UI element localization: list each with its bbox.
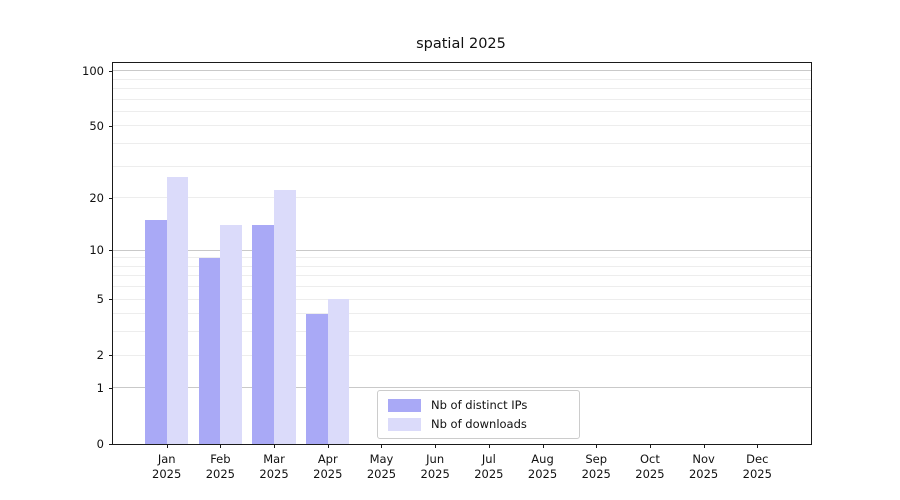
year-label: 2025 xyxy=(420,467,450,481)
x-axis-tick-label: Jun 2025 xyxy=(421,452,450,482)
x-axis-tick-label: Sep 2025 xyxy=(582,452,611,482)
year-label: 2025 xyxy=(313,467,343,481)
bar-downloads-apr xyxy=(327,299,350,444)
bar-downloads-feb xyxy=(220,224,243,444)
y-minor-gridline xyxy=(113,197,811,198)
legend-entry: Nb of distinct IPs xyxy=(388,398,569,412)
y-major-gridline xyxy=(113,250,811,251)
y-minor-gridline xyxy=(113,79,811,80)
bar-distinct-ips-feb xyxy=(198,257,221,444)
month-label: Feb xyxy=(210,452,231,466)
year-label: 2025 xyxy=(205,467,236,481)
year-label: 2025 xyxy=(152,467,182,481)
x-axis-tick-label: Oct 2025 xyxy=(635,452,664,482)
x-axis-tick xyxy=(220,444,222,448)
y-axis-tick-label: 10 xyxy=(89,243,104,257)
month-label: Jul xyxy=(481,452,496,466)
y-minor-gridline xyxy=(113,125,811,126)
y-axis-tick xyxy=(109,387,113,389)
year-label: 2025 xyxy=(688,467,719,481)
x-axis-tick-label: Nov 2025 xyxy=(689,452,718,482)
y-axis-tick-label: 50 xyxy=(89,118,104,133)
year-label: 2025 xyxy=(742,467,772,481)
y-axis-tick-label: 100 xyxy=(82,63,104,78)
y-axis-tick xyxy=(109,125,113,127)
y-major-gridline xyxy=(113,70,811,71)
x-axis-tick xyxy=(596,444,598,448)
month-label: Sep xyxy=(585,452,608,466)
x-axis-tick xyxy=(435,444,437,448)
bar-downloads-jan xyxy=(166,177,189,444)
x-axis-tick xyxy=(327,444,329,448)
x-axis-tick-label: Mar 2025 xyxy=(259,452,288,482)
y-minor-gridline xyxy=(113,111,811,112)
month-label: Dec xyxy=(746,452,769,466)
x-axis-tick-label: Dec 2025 xyxy=(743,452,772,482)
month-label: Aug xyxy=(531,452,554,466)
x-axis-tick-label: Jul 2025 xyxy=(474,452,503,482)
y-minor-gridline xyxy=(113,166,811,167)
y-axis-tick-label: 5 xyxy=(96,292,104,307)
x-axis-tick-label: May 2025 xyxy=(367,452,396,482)
x-axis-tick xyxy=(166,444,168,448)
bar-distinct-ips-mar xyxy=(252,224,275,444)
x-axis-tick-label: Feb 2025 xyxy=(206,452,235,482)
legend-label: Nb of downloads xyxy=(431,417,527,431)
chart-title: spatial 2025 xyxy=(416,36,506,52)
legend-entry: Nb of downloads xyxy=(388,417,569,431)
bar-distinct-ips-jan xyxy=(144,219,167,444)
y-axis-tick xyxy=(109,70,113,72)
year-label: 2025 xyxy=(635,467,665,481)
month-label: May xyxy=(369,452,394,466)
x-axis-tick-label: Apr 2025 xyxy=(313,452,342,482)
y-axis-tick xyxy=(109,197,113,199)
x-axis-tick xyxy=(381,444,383,448)
year-label: 2025 xyxy=(259,467,289,481)
x-axis-tick xyxy=(649,444,651,448)
x-axis-tick-label: Aug 2025 xyxy=(528,452,557,482)
bar-downloads-mar xyxy=(274,190,296,444)
month-label: Nov xyxy=(692,452,715,466)
x-axis-tick xyxy=(542,444,544,448)
y-axis-tick xyxy=(109,355,113,357)
y-axis-tick xyxy=(109,299,113,301)
y-axis-tick-label: 20 xyxy=(89,190,104,205)
y-axis-tick-label: 0 xyxy=(96,437,104,451)
legend-swatch xyxy=(388,398,421,412)
month-label: Mar xyxy=(263,452,285,466)
legend: Nb of distinct IPs Nb of downloads xyxy=(377,390,580,439)
year-label: 2025 xyxy=(366,467,397,481)
y-axis-tick xyxy=(109,250,113,251)
y-axis-tick-label: 1 xyxy=(96,380,104,395)
month-label: Jan xyxy=(157,452,176,466)
y-axis-tick-label: 2 xyxy=(96,348,104,363)
x-axis-tick xyxy=(274,444,276,448)
x-axis-tick-label: Jan 2025 xyxy=(152,452,181,482)
month-label: Apr xyxy=(317,452,338,466)
plot-area: Nb of distinct IPs Nb of downloads 100 50 2… xyxy=(82,62,812,481)
year-label: 2025 xyxy=(527,467,558,481)
y-minor-gridline xyxy=(113,143,811,144)
y-axis-tick xyxy=(109,444,113,445)
bar-distinct-ips-apr xyxy=(306,313,328,444)
year-label: 2025 xyxy=(581,467,611,481)
x-axis-tick xyxy=(757,444,759,448)
x-axis-tick xyxy=(488,444,490,448)
x-axis-tick xyxy=(703,444,705,448)
month-label: Oct xyxy=(639,452,660,466)
month-label: Jun xyxy=(426,452,445,466)
y-minor-gridline xyxy=(113,99,811,100)
year-label: 2025 xyxy=(474,467,504,481)
legend-label: Nb of distinct IPs xyxy=(431,398,528,412)
legend-swatch xyxy=(388,417,421,431)
y-minor-gridline xyxy=(113,88,811,89)
